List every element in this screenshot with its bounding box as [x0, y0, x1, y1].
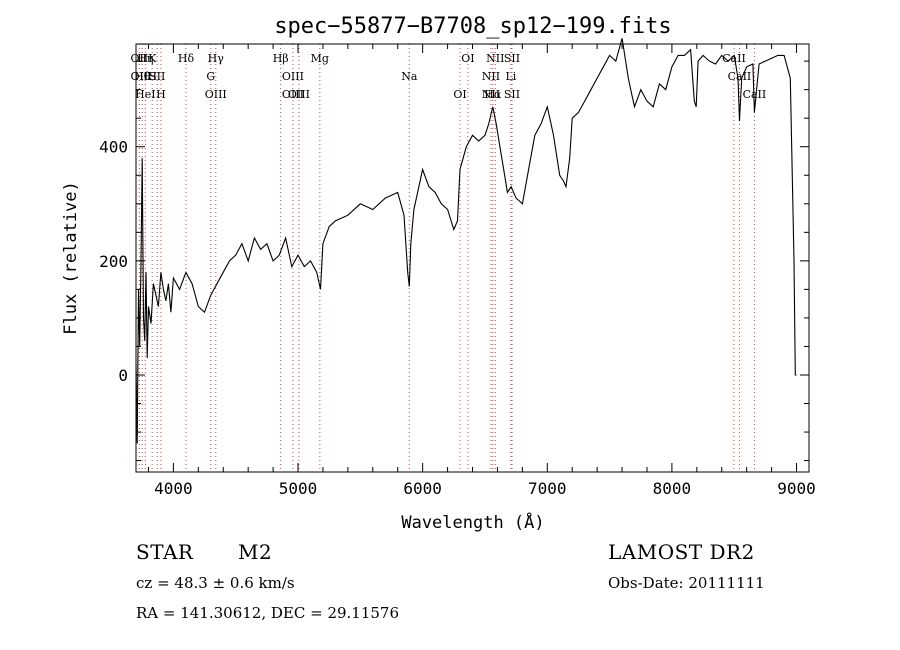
x-axis-label: Wavelength (Å)	[401, 511, 544, 533]
object-class: STAR	[136, 540, 194, 564]
line-label: OIII	[282, 70, 304, 83]
line-label: G	[206, 70, 215, 83]
line-label: CaII	[728, 70, 752, 83]
line-label: CaII	[743, 88, 767, 101]
line-label: Hα	[484, 88, 502, 101]
spectrum-series-layer	[135, 38, 797, 444]
redshift-cz: cz = 48.3 ± 0.6 km/s	[136, 574, 295, 592]
line-label: H	[147, 70, 157, 83]
line-label: OII	[131, 52, 149, 65]
x-tick-label: 9000	[777, 479, 816, 498]
x-tick-label: 6000	[403, 479, 442, 498]
y-tick-label: 0	[118, 366, 128, 385]
line-label: OI	[453, 88, 466, 101]
line-label: OIII	[205, 88, 227, 101]
x-tick-label: 5000	[279, 479, 318, 498]
line-label: Hη	[137, 52, 153, 65]
line-label: Mg	[311, 52, 329, 65]
x-tick-label: 8000	[653, 479, 692, 498]
spectrum-line	[135, 38, 797, 444]
line-label: NII	[482, 70, 500, 83]
line-label: OIII	[288, 88, 310, 101]
object-subclass: M2	[238, 540, 273, 564]
coordinates: RA = 141.30612, DEC = 29.11576	[136, 604, 400, 622]
line-label: Hβ	[273, 52, 289, 65]
line-label: OI	[461, 52, 474, 65]
line-label: OII	[131, 70, 149, 83]
y-axis-label: Flux (relative)	[61, 181, 81, 335]
line-label: Hδ	[178, 52, 195, 65]
observation-date: Obs-Date: 20111111	[608, 574, 765, 592]
y-tick-label: 200	[99, 252, 128, 271]
survey-name: LAMOST DR2	[608, 540, 755, 564]
x-tick-label: 4000	[154, 479, 193, 498]
line-label: SII	[149, 70, 165, 83]
line-label: NII	[482, 88, 500, 101]
chart-title: spec−55877−B7708_sp12−199.fits	[274, 14, 671, 39]
line-label: OIII	[282, 88, 304, 101]
line-label: Hγ	[208, 52, 225, 65]
line-label: K	[148, 52, 157, 65]
x-tick-label: 7000	[528, 479, 567, 498]
line-label: SII	[504, 88, 520, 101]
line-label: Li	[505, 70, 516, 83]
line-label: Hθ	[134, 70, 151, 83]
axis-layer: 4000 5000 6000 7000 8000 9000 0 200 400	[99, 44, 816, 498]
line-label: SII	[504, 52, 520, 65]
line-label: HeI	[135, 88, 155, 101]
line-label: Na	[401, 70, 418, 83]
y-tick-label: 400	[99, 138, 128, 157]
line-label: H	[156, 88, 166, 101]
line-marker-layer	[138, 44, 755, 472]
line-label: NII	[486, 52, 504, 65]
plot-frame	[135, 43, 810, 473]
